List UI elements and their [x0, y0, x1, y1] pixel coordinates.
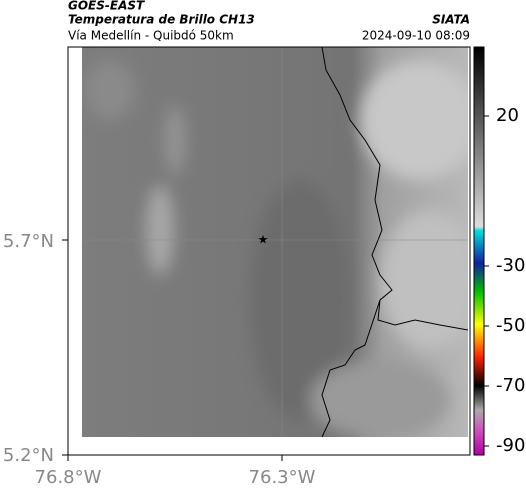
subtitle: Temperatura de Brillo CH13 — [68, 13, 255, 27]
colorbar-tick-label: 20 — [496, 105, 519, 126]
y-tick-label: 5.2°N — [3, 445, 54, 466]
colorbar-tick-label: -70 — [496, 375, 525, 396]
location-marker: ★ — [258, 233, 269, 247]
colorbar-tick-label: -50 — [496, 315, 525, 336]
satellite-image — [82, 47, 468, 437]
colorbar-ticks: 20 -30 -50 -70 -90 — [484, 105, 525, 456]
title: GOES-EAST — [68, 0, 145, 13]
source: SIATA — [432, 13, 470, 27]
x-tick-label: 76.8°W — [35, 467, 102, 488]
x-tick-label: 76.3°W — [249, 467, 316, 488]
colorbar-tick-label: -30 — [496, 255, 525, 276]
colorbar — [473, 46, 485, 456]
timestamp: 2024-09-10 08:09 — [362, 29, 470, 43]
colorbar-tick-label: -90 — [496, 435, 525, 456]
region: Vía Medellín - Quibdó 50km — [68, 29, 234, 43]
y-tick-label: 5.7°N — [3, 231, 54, 252]
map-frame — [67, 46, 471, 456]
